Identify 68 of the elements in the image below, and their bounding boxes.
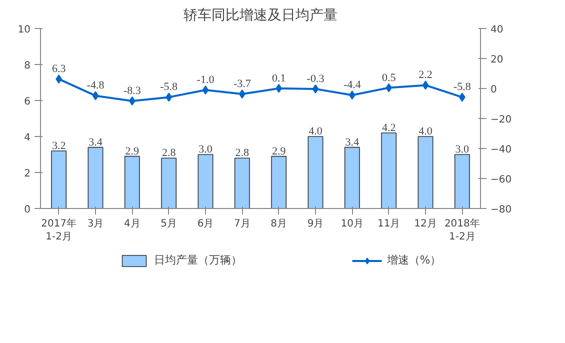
x-tick-label: 7月 — [234, 218, 250, 230]
x-tick-label: 12月 — [414, 218, 437, 230]
bar — [88, 146, 104, 208]
data-label: 3.4 — [88, 136, 103, 148]
y-tick-label: 10 — [18, 24, 31, 36]
data-label: 4.0 — [418, 126, 433, 138]
data-label: 0.5 — [382, 72, 396, 84]
x-tick-label: 3月 — [87, 218, 104, 230]
chart-title: 轿车同比增速及日均产量 — [184, 8, 338, 24]
x-tick-label: 11月 — [377, 218, 400, 230]
data-label: 3.0 — [198, 144, 213, 156]
bar — [161, 158, 177, 208]
x-tick-label: 2017年 1-2月 — [41, 218, 77, 243]
data-label: 6.3 — [52, 63, 66, 76]
y2-tick-label: −60 — [490, 174, 512, 186]
bar — [344, 146, 360, 208]
y2-tick-label: −20 — [490, 114, 512, 126]
x-tick-label: 5月 — [160, 218, 178, 230]
data-label: -5.8 — [453, 81, 472, 94]
point — [312, 84, 319, 94]
bar — [454, 154, 470, 208]
bar — [51, 150, 67, 208]
data-label: 0.1 — [272, 72, 286, 84]
legend-label: 增速（%） — [386, 252, 442, 268]
data-label: 3.0 — [455, 144, 470, 156]
y2-tick-label: −40 — [490, 144, 512, 156]
bar — [271, 156, 287, 208]
x-tick-label: 10月 — [340, 218, 364, 230]
data-label: 4.0 — [308, 126, 323, 138]
x-tick-label: 2018年 1-2月 — [444, 218, 480, 243]
data-label: 3.4 — [345, 136, 360, 148]
bar — [198, 154, 214, 208]
bar — [418, 136, 434, 208]
data-label: 2.9 — [125, 145, 140, 158]
data-label: 2.8 — [235, 147, 250, 160]
data-label: 3.2 — [52, 140, 66, 152]
y2-tick-label: 20 — [490, 54, 504, 66]
x-tick-label: 8月 — [270, 218, 288, 230]
x-tick-label: 9月 — [307, 218, 324, 230]
data-label: -3.7 — [233, 78, 252, 90]
data-label: -8.3 — [123, 84, 142, 97]
bar — [308, 136, 324, 208]
x-tick-label: 4月 — [124, 218, 140, 230]
y-tick-label: 2 — [24, 168, 31, 180]
data-label: 2.8 — [162, 147, 176, 160]
y-tick-label: 6 — [24, 96, 31, 108]
point — [202, 86, 209, 94]
data-label: -1.0 — [196, 74, 215, 86]
point — [422, 80, 429, 90]
data-label: 2.9 — [272, 145, 286, 158]
data-label: 4.2 — [382, 122, 396, 134]
y2-tick-label: 0 — [490, 84, 497, 96]
y-tick-label: 8 — [24, 60, 31, 72]
y-tick-label: 4 — [24, 132, 31, 144]
legend-label: 日均产量（万辆） — [154, 252, 242, 268]
y2-tick-label: 40 — [490, 24, 504, 36]
point — [92, 91, 99, 100]
data-label: 2.2 — [418, 69, 432, 82]
bar — [234, 158, 250, 208]
y2-tick-label: −80 — [490, 204, 512, 216]
x-tick-label: 6月 — [197, 218, 214, 230]
y-tick-label: 0 — [24, 204, 31, 216]
data-label: -0.3 — [306, 72, 325, 85]
data-label: -4.8 — [86, 80, 105, 92]
data-label: -5.8 — [160, 81, 178, 94]
bar — [124, 156, 140, 208]
data-label: -4.4 — [343, 79, 362, 92]
bar — [381, 132, 397, 208]
